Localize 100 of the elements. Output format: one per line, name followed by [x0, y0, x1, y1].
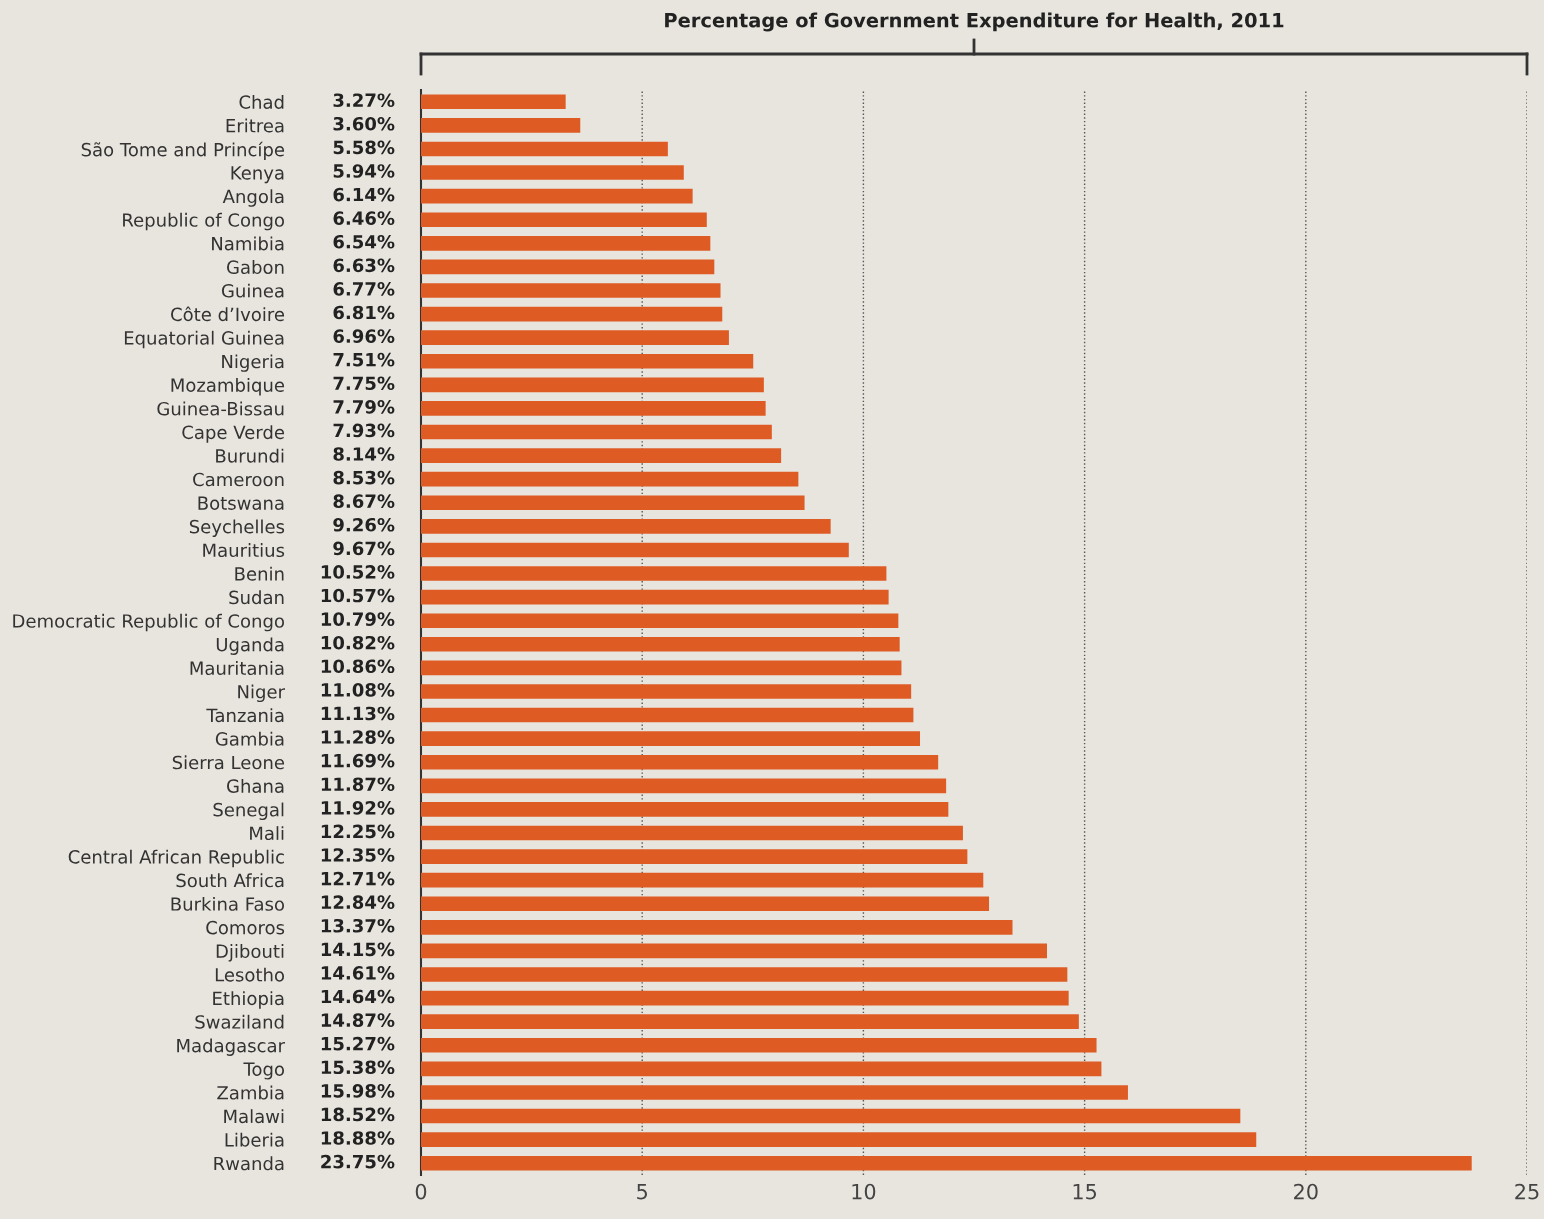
bar: [421, 1037, 1097, 1053]
data-label: 6.77%: [333, 282, 395, 296]
data-label: 12.35%: [321, 848, 395, 862]
y-tick-label: Zambia: [217, 1085, 284, 1100]
data-label: 12.25%: [321, 824, 395, 839]
y-tick-label: Nigeria: [222, 354, 284, 372]
y-tick-label: Côte d’Ivoire: [171, 306, 285, 322]
y-tick-label: Botswana: [198, 496, 284, 510]
bar: [421, 330, 729, 345]
y-tick-label: Rwanda: [214, 1156, 284, 1171]
y-tick-label: Chad: [239, 94, 284, 109]
y-tick-label: Togo: [243, 1062, 285, 1080]
y-tick-label: Niger: [238, 684, 285, 703]
bar: [421, 353, 754, 369]
data-label: 8.53%: [333, 470, 395, 485]
data-label: 11.13%: [321, 706, 395, 721]
bar: [421, 283, 721, 298]
bar: [421, 778, 947, 794]
data-label: 12.71%: [321, 871, 395, 886]
y-tick-label: Seychelles: [189, 519, 285, 537]
y-tick-label: Sudan: [229, 590, 284, 605]
bar: [421, 589, 889, 605]
data-label: 7.79%: [333, 400, 395, 414]
data-label: 18.52%: [321, 1107, 395, 1122]
data-label: 9.67%: [333, 541, 395, 556]
y-tick-label: Burkina Faso: [171, 896, 285, 911]
data-label: 10.79%: [321, 612, 395, 626]
bar: [421, 684, 912, 699]
data-label: 5.58%: [333, 140, 395, 155]
bar: [421, 754, 939, 770]
y-tick-label: Burundi: [216, 448, 284, 463]
y-tick-label: Mauritania: [190, 661, 284, 675]
bar: [421, 188, 693, 204]
bar: [421, 636, 900, 652]
y-tick-label: Ghana: [227, 778, 284, 793]
y-tick-label: São Tome and Princípe: [81, 141, 285, 160]
data-label: 8.14%: [333, 447, 395, 461]
y-tick-label: Mali: [250, 826, 284, 841]
bar: [421, 165, 684, 180]
y-tick-label: South Africa: [176, 873, 284, 888]
bar: [421, 1132, 1257, 1147]
bar: [421, 94, 566, 110]
data-label: 6.54%: [333, 234, 395, 249]
y-tick-label: Equatorial Guinea: [124, 330, 284, 349]
data-label: 11.92%: [321, 800, 395, 815]
data-label: 3.27%: [333, 93, 395, 108]
data-label: 8.67%: [333, 494, 395, 509]
y-tick-label: Eritrea: [226, 118, 284, 133]
data-label: 13.37%: [321, 918, 395, 933]
bar: [421, 1061, 1102, 1077]
data-label: 5.94%: [333, 164, 395, 178]
bar: [421, 471, 799, 487]
data-label: 15.98%: [321, 1084, 395, 1098]
y-tick-label: Angola: [222, 189, 284, 207]
y-tick-label: Swaziland: [195, 1014, 284, 1029]
y-tick-label: Benin: [235, 566, 284, 581]
bar: [421, 1085, 1128, 1100]
bar: [421, 306, 723, 322]
y-tick-label: Malawi: [224, 1109, 284, 1124]
x-tick-label: 15: [1073, 1183, 1097, 1200]
data-label: 7.93%: [333, 423, 395, 438]
y-tick-label: Uganda: [216, 637, 284, 655]
data-label: 6.14%: [333, 187, 395, 202]
bar: [421, 802, 949, 817]
data-label: 10.86%: [321, 659, 395, 674]
y-tick-label: Namibia: [212, 236, 284, 251]
y-tick-label: Democratic Republic of Congo: [13, 613, 285, 632]
bar: [421, 896, 990, 912]
bar: [421, 424, 772, 440]
bar: [421, 495, 805, 511]
data-label: 6.81%: [333, 305, 395, 320]
bar: [421, 212, 707, 228]
bar: [421, 849, 968, 864]
data-label: 14.61%: [321, 966, 395, 980]
data-label: 14.15%: [321, 942, 395, 957]
bar: [421, 613, 899, 629]
data-label: 6.63%: [333, 258, 395, 273]
x-tick-label: 5: [637, 1183, 648, 1200]
y-tick-label: Mauritius: [203, 543, 285, 558]
bar: [421, 448, 782, 463]
data-label: 7.51%: [333, 352, 395, 367]
data-label: 15.38%: [321, 1060, 395, 1075]
data-label: 10.82%: [321, 635, 395, 650]
y-tick-label: Gabon: [227, 260, 284, 275]
data-label: 11.69%: [321, 753, 395, 768]
bar: [421, 660, 902, 676]
data-label: 11.87%: [321, 777, 395, 792]
bar: [421, 1014, 1079, 1029]
bar: [421, 1155, 1472, 1171]
bar: [421, 1108, 1241, 1124]
x-tick-label: 25: [1515, 1183, 1539, 1200]
bar: [421, 259, 715, 275]
bar: [421, 236, 711, 251]
bar: [421, 967, 1068, 982]
bar: [421, 377, 764, 393]
x-tick-label: 20: [1294, 1183, 1318, 1200]
y-tick-label: Guinea-Bissau: [157, 401, 284, 416]
data-label: 10.52%: [321, 565, 395, 579]
y-tick-label: Republic of Congo: [123, 212, 285, 231]
y-tick-label: Gambia: [215, 731, 284, 746]
